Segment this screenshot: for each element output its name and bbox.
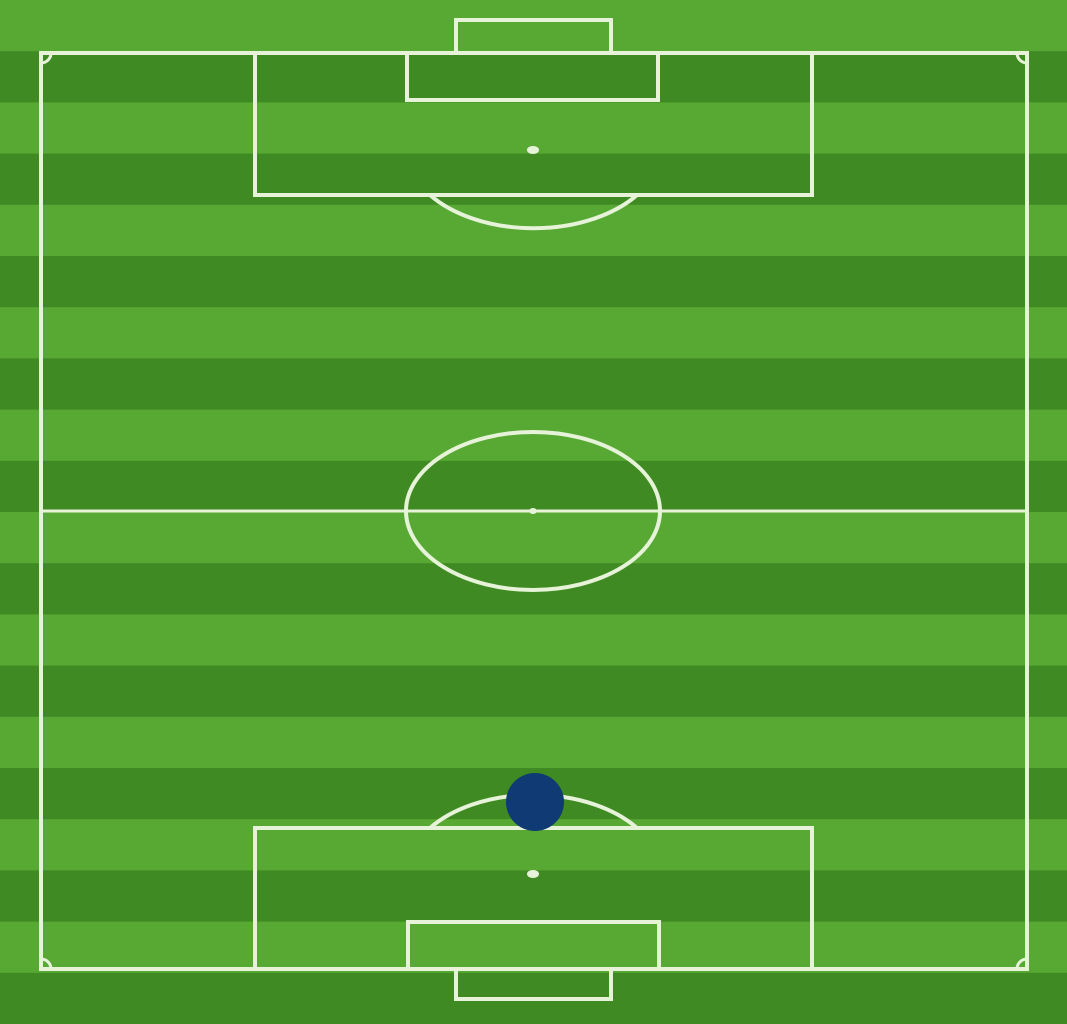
grass-stripe bbox=[0, 921, 1067, 974]
player-token-icon[interactable] bbox=[506, 773, 564, 831]
bottom-goal-area bbox=[406, 920, 661, 971]
corner-arc-bottom-left bbox=[40, 957, 53, 970]
grass-stripe bbox=[0, 51, 1067, 103]
grass-stripe bbox=[0, 307, 1067, 359]
top-penalty-arc bbox=[428, 193, 639, 231]
grass-stripe bbox=[0, 102, 1067, 155]
grass-stripe bbox=[0, 512, 1067, 564]
grass-stripe bbox=[0, 204, 1067, 257]
center-circle bbox=[404, 430, 662, 592]
center-spot bbox=[529, 508, 537, 514]
grass-stripe bbox=[0, 0, 1067, 52]
grass-stripe bbox=[0, 409, 1067, 462]
grass-stripe bbox=[0, 614, 1067, 667]
grass-stripe bbox=[0, 358, 1067, 411]
grass-stripe bbox=[0, 870, 1067, 923]
corner-arc-top-right bbox=[1015, 52, 1028, 65]
grass-stripe bbox=[0, 716, 1067, 769]
corner-arc-bottom-right bbox=[1015, 957, 1028, 970]
grass-stripe bbox=[0, 665, 1067, 718]
grass-stripe bbox=[0, 460, 1067, 513]
grass-stripe bbox=[0, 256, 1067, 308]
bottom-penalty-spot bbox=[527, 870, 539, 878]
corner-arc-top-left bbox=[40, 52, 53, 65]
top-goal-area bbox=[405, 51, 660, 102]
top-penalty-spot bbox=[527, 146, 539, 154]
